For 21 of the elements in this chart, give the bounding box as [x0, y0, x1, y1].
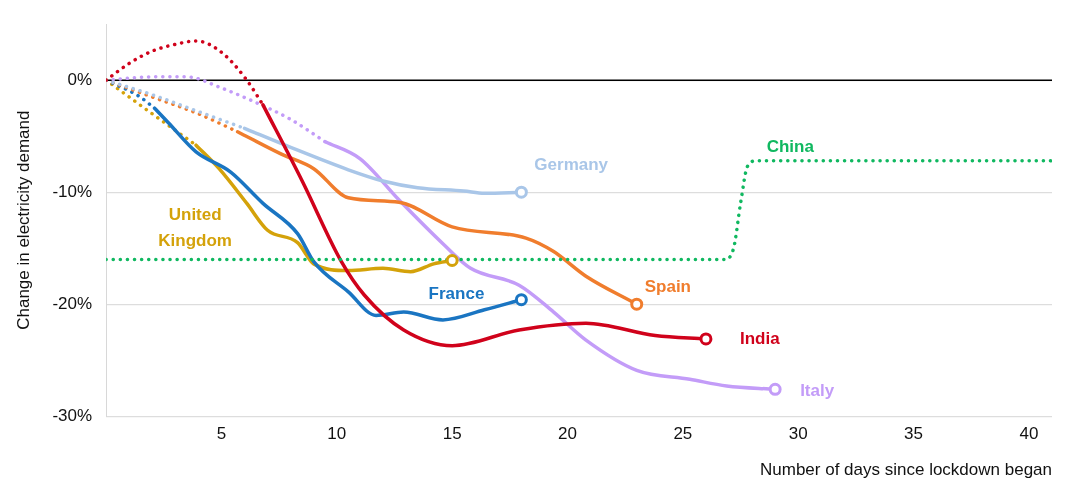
series-label: Italy — [800, 381, 835, 401]
x-tick-label: 30 — [788, 424, 808, 444]
series-label: United Kingdom — [158, 205, 232, 251]
series-label: Germany — [534, 154, 609, 174]
x-tick-label: 5 — [216, 424, 227, 444]
y-axis-title: Change in electricity demand — [13, 110, 33, 330]
y-tick-label: -20% — [52, 293, 93, 313]
x-tick-label: 25 — [673, 424, 693, 444]
series-label: China — [766, 136, 815, 156]
x-axis-title: Number of days since lockdown began — [760, 460, 1052, 480]
x-tick-label: 40 — [1019, 424, 1039, 444]
series-label: France — [428, 284, 485, 304]
x-tick-label: 35 — [904, 424, 924, 444]
y-tick-label: 0% — [67, 69, 93, 89]
y-tick-label: -10% — [52, 181, 93, 201]
x-tick-label: 10 — [327, 424, 347, 444]
x-tick-label: 15 — [442, 424, 462, 444]
x-tick-label: 20 — [558, 424, 577, 444]
series-label: Spain — [644, 276, 692, 296]
y-tick-label: -30% — [52, 405, 93, 425]
text: India — [739, 328, 781, 348]
